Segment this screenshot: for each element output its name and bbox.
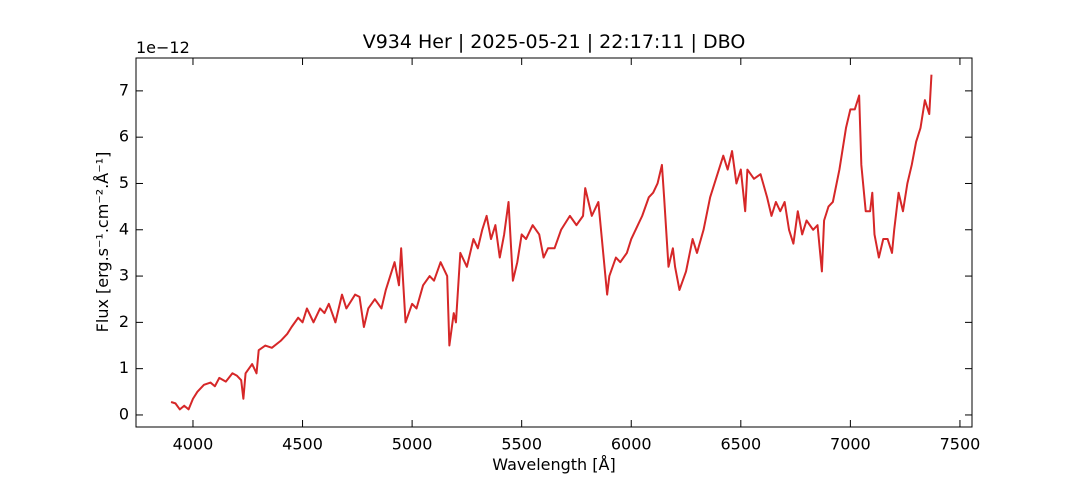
chart-title: V934 Her | 2025-05-21 | 22:17:11 | DBO — [363, 31, 746, 53]
plot-frame — [135, 57, 973, 428]
y-tick-label: 1 — [119, 358, 129, 377]
x-tick-label: 6500 — [720, 435, 761, 454]
y-tick-label: 4 — [119, 219, 129, 238]
y-tick-label: 5 — [119, 173, 129, 192]
x-tick-label: 7000 — [830, 435, 871, 454]
y-axis-label: Flux [erg.s⁻¹.cm⁻².Å⁻¹] — [93, 152, 112, 333]
y-offset-label: 1e−12 — [136, 38, 190, 57]
x-tick-label: 5000 — [392, 435, 433, 454]
x-axis-label: Wavelength [Å] — [492, 455, 615, 474]
x-tick-label: 4000 — [173, 435, 214, 454]
y-tick-label: 3 — [119, 266, 129, 285]
y-tick-label: 0 — [119, 404, 129, 423]
y-tick-label: 6 — [119, 127, 129, 146]
x-tick-label: 5500 — [501, 435, 542, 454]
y-tick-label: 2 — [119, 312, 129, 331]
y-tick-label: 7 — [119, 80, 129, 99]
x-tick-label: 6000 — [611, 435, 652, 454]
spectrum-line — [170, 74, 933, 411]
x-tick-label: 4500 — [282, 435, 323, 454]
x-tick-label: 7500 — [940, 435, 981, 454]
